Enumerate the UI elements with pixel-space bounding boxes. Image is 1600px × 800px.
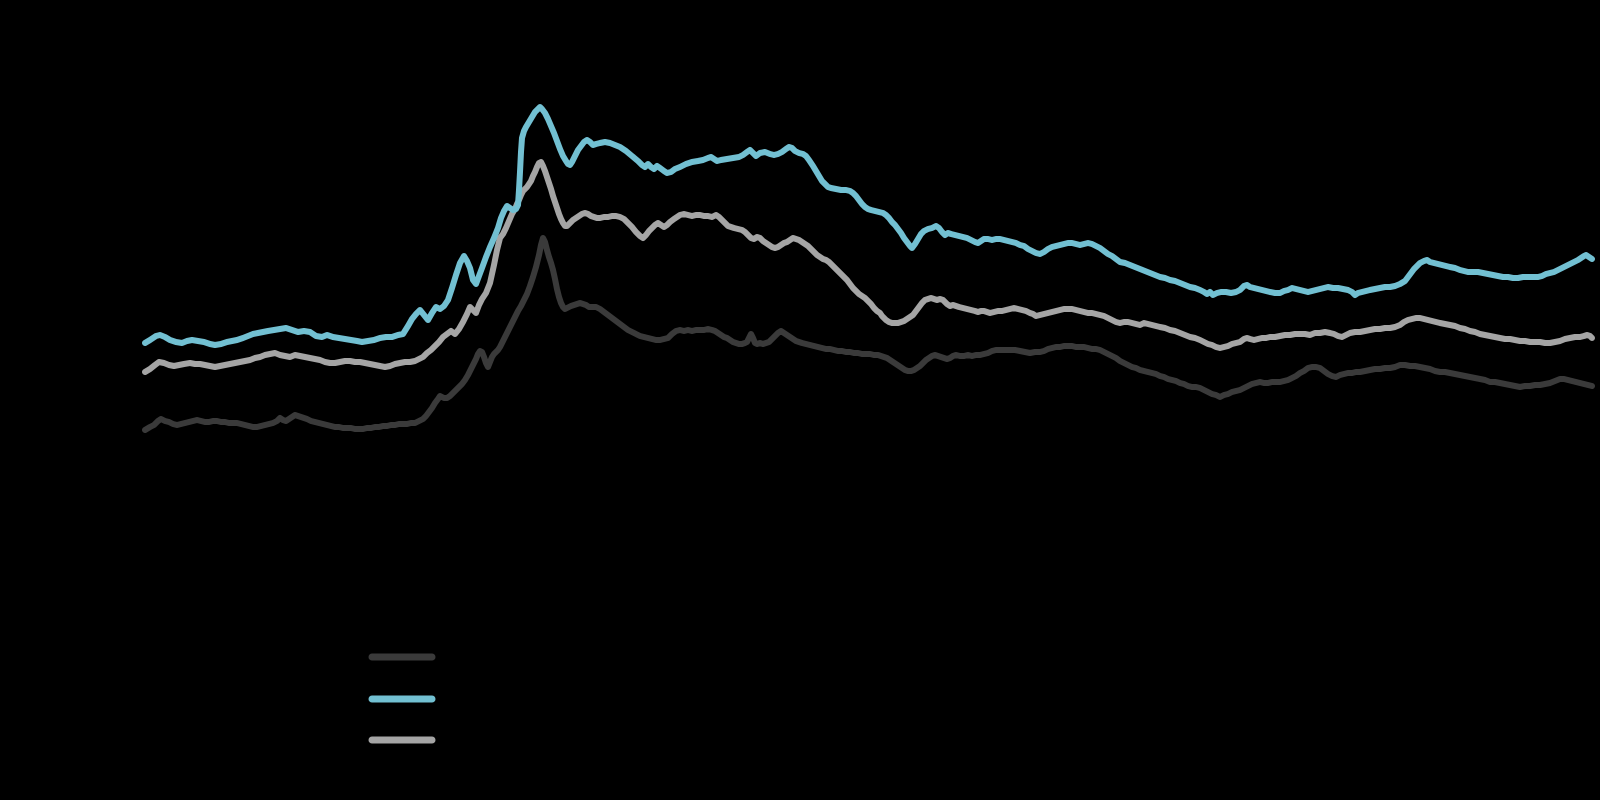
series-line-gray [142, 159, 1595, 375]
series-line-dark [142, 235, 1595, 433]
series-line-teal [142, 104, 1595, 348]
